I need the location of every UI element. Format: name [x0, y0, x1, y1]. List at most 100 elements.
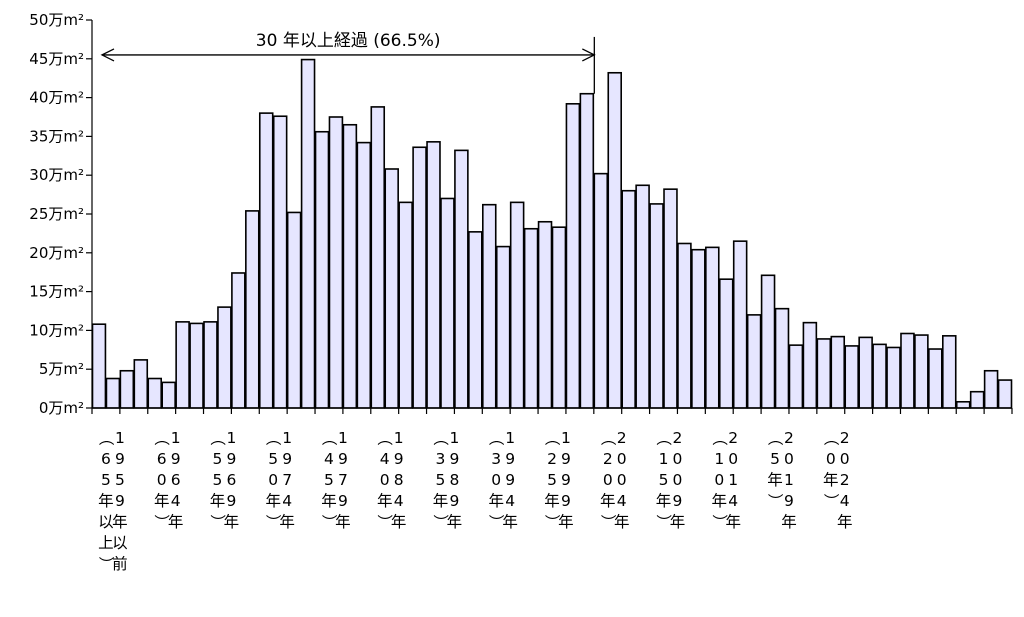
bar [412, 146, 427, 409]
x-tick-label: 1 9 8 9 年 [447, 429, 463, 531]
x-tick-label: 2 0 0 9 年 [670, 429, 686, 531]
bar [816, 338, 832, 409]
x-tick-label-char: 年 [767, 471, 783, 489]
bar [621, 189, 636, 409]
x-tick-label-char: （ [822, 430, 840, 446]
x-tick-label-char: 年 [600, 492, 616, 510]
x-tick-label-char: ） [543, 514, 561, 530]
y-tick-label: 45万m² [29, 50, 84, 68]
x-tick-label-char: 年 [391, 513, 407, 531]
y-tick-label: 5万m² [39, 360, 84, 378]
bar [942, 335, 957, 409]
x-tick-label-char: （ [208, 430, 226, 446]
bar [175, 321, 190, 409]
x-tick-label-char: 4 [171, 492, 181, 510]
x-tick-label: （ 2 0 年 ） [599, 430, 617, 530]
bar [844, 345, 859, 409]
x-tick-label-char: 年 [837, 513, 853, 531]
bar [579, 92, 595, 409]
bar [551, 226, 567, 409]
x-tick-label-char: 0 [603, 471, 613, 489]
bar [272, 115, 288, 409]
y-tick-label: 25万m² [29, 205, 84, 223]
bar [886, 346, 901, 409]
bar [593, 172, 609, 409]
annotation-label: 30 年以上経過 (66.5%) [256, 31, 441, 51]
bar [928, 348, 943, 409]
bar [245, 210, 260, 409]
x-tick-label-char: ） [431, 514, 449, 530]
x-tick-label-char: 9 [282, 450, 292, 468]
x-tick-label-char: （ [431, 430, 449, 446]
x-tick-label-char: ） [766, 493, 784, 509]
x-tick-label-char: 上 [98, 534, 114, 552]
x-tick-label-char: 年 [781, 513, 797, 531]
x-tick-label-char: 年 [210, 492, 226, 510]
x-tick-label-char: 9 [561, 471, 571, 489]
x-tick-label-char: 7 [282, 471, 292, 489]
x-tick-label-char: 年 [168, 513, 184, 531]
bar [468, 231, 483, 409]
x-tick-label-char: 9 [561, 450, 571, 468]
x-tick-label-char: 1 [449, 429, 459, 447]
x-tick-label-char: 1 [561, 429, 571, 447]
y-tick-label: 0万m² [39, 399, 84, 417]
x-tick-label-char: 4 [840, 492, 850, 510]
bar [691, 248, 706, 409]
x-tick-label-char: 年 [224, 513, 240, 531]
bar [969, 390, 985, 409]
y-tick-label: 40万m² [29, 89, 84, 107]
bar [718, 278, 734, 409]
bar [342, 123, 358, 409]
x-tick-label-char: 年 [502, 513, 518, 531]
x-tick-label-char: 0 [728, 450, 738, 468]
bar [105, 377, 121, 409]
x-tick-label: 1 9 7 4 年 [279, 429, 295, 531]
x-tick-label-char: ） [599, 514, 617, 530]
x-tick-label-char: 1 [714, 450, 724, 468]
x-tick-label: （ 5 年 ） [766, 430, 784, 509]
x-tick-label-char: 9 [115, 492, 125, 510]
x-tick-label-char: 年 [321, 492, 337, 510]
x-tick-label-char: 年 [279, 513, 295, 531]
bar [133, 359, 149, 409]
x-tick-label-char: 7 [338, 471, 348, 489]
bar [217, 306, 232, 409]
bar [997, 379, 1013, 409]
x-tick-label-char: 1 [505, 429, 515, 447]
x-tick-label-char: 0 [714, 471, 724, 489]
x-tick-label-char: 年 [488, 492, 504, 510]
bar [426, 141, 441, 409]
x-tick-label-char: 0 [157, 471, 167, 489]
bar [677, 242, 692, 409]
x-tick-label-char: 1 [784, 471, 794, 489]
x-tick-label-char: 以 [98, 513, 114, 531]
x-tick-label-char: （ [320, 430, 338, 446]
x-tick-label: （ 1 0 年 ） [710, 430, 728, 530]
x-tick-label-char: 0 [673, 450, 683, 468]
y-tick-label: 10万m² [29, 321, 84, 339]
x-tick-label-char: 年 [544, 492, 560, 510]
y-tick-label: 30万m² [29, 166, 84, 184]
x-tick-label-char: 2 [617, 429, 627, 447]
x-tick-label-char: 9 [226, 450, 236, 468]
x-tick-label-char: 年 [614, 513, 630, 531]
x-tick-label-char: 5 [268, 450, 278, 468]
x-tick-label-char: 5 [213, 450, 223, 468]
x-tick-label: （ 5 0 年 ） [264, 430, 282, 530]
x-tick-label-char: 8 [394, 471, 404, 489]
x-tick-label-char: 0 [491, 471, 501, 489]
y-tick-label: 15万m² [29, 283, 84, 301]
bar [774, 307, 790, 409]
x-tick-label-char: 年 [725, 513, 741, 531]
bar [495, 245, 511, 409]
x-tick-label-char: 0 [826, 450, 836, 468]
x-tick-label-char: 1 [226, 429, 236, 447]
x-tick-label-char: ） [320, 514, 338, 530]
bar [440, 197, 455, 409]
x-tick-label-char: 5 [213, 471, 223, 489]
bar [161, 381, 176, 409]
x-tick-label-char: 9 [505, 471, 515, 489]
x-tick-label: （ 1 5 年 ） [655, 430, 673, 530]
